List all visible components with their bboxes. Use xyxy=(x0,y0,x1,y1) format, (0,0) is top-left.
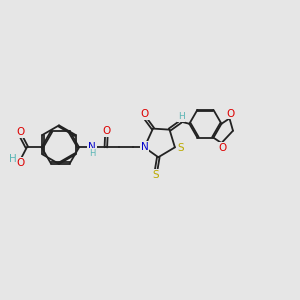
Text: O: O xyxy=(141,109,149,119)
Text: O: O xyxy=(218,143,227,153)
Text: H: H xyxy=(89,149,95,158)
Text: H: H xyxy=(8,154,16,164)
Text: S: S xyxy=(153,169,160,180)
Text: O: O xyxy=(226,109,235,118)
Text: H: H xyxy=(178,112,185,121)
Text: O: O xyxy=(17,158,25,168)
Text: N: N xyxy=(140,142,148,152)
Text: O: O xyxy=(102,126,110,136)
Text: S: S xyxy=(177,143,184,153)
Text: N: N xyxy=(88,142,96,152)
Text: O: O xyxy=(17,127,25,137)
